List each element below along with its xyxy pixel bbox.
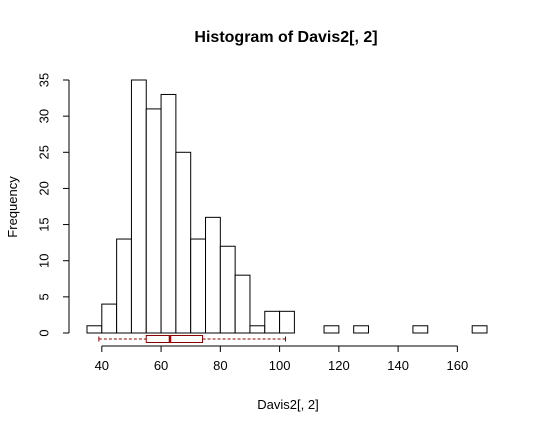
y-axis: 0 5 10 15 20 25 30 35 <box>36 73 70 337</box>
histogram-bar <box>249 325 266 334</box>
histogram-bar <box>353 325 369 334</box>
histogram-bar <box>130 79 147 334</box>
histogram-bar <box>190 238 207 334</box>
histogram-bar <box>116 238 132 334</box>
x-axis-title: Davis2[, 2] <box>257 397 318 412</box>
histogram-bar <box>264 310 281 334</box>
x-tick-label: 40 <box>95 358 109 373</box>
y-tick-label: 5 <box>36 293 51 300</box>
histogram-bar <box>160 93 177 334</box>
chart-title: Histogram of Davis2[, 2] <box>194 29 377 46</box>
histogram-bar <box>219 245 236 334</box>
histogram-bar <box>234 274 251 334</box>
histogram-bar <box>101 303 118 334</box>
x-tick-label: 160 <box>447 358 469 373</box>
y-tick-label: 30 <box>36 109 51 123</box>
x-tick-label: 140 <box>387 358 409 373</box>
histogram-bar <box>279 310 295 334</box>
histogram-bar <box>323 325 340 334</box>
y-tick-label: 20 <box>36 181 51 195</box>
boxplot-box <box>145 335 204 343</box>
y-tick-label: 15 <box>36 217 51 231</box>
x-tick-label: 100 <box>269 358 291 373</box>
x-tick-label: 60 <box>154 358 168 373</box>
y-tick-label: 0 <box>36 329 51 336</box>
y-tick-label: 25 <box>36 145 51 159</box>
x-axis: 40 60 80 100 120 140 160 <box>95 345 469 373</box>
histogram-bar <box>86 325 103 334</box>
histogram-bar <box>205 216 221 334</box>
histogram-bar <box>145 108 162 334</box>
boxplot <box>98 335 287 343</box>
histogram-bar <box>412 325 429 334</box>
histogram-bar <box>471 325 488 334</box>
y-tick-label: 10 <box>36 253 51 267</box>
y-axis-title: Frequency <box>5 176 20 238</box>
histogram-bars <box>86 79 488 334</box>
y-tick-label: 35 <box>36 73 51 87</box>
x-tick-label: 80 <box>213 358 227 373</box>
x-tick-label: 120 <box>328 358 350 373</box>
histogram-bar <box>175 151 192 334</box>
